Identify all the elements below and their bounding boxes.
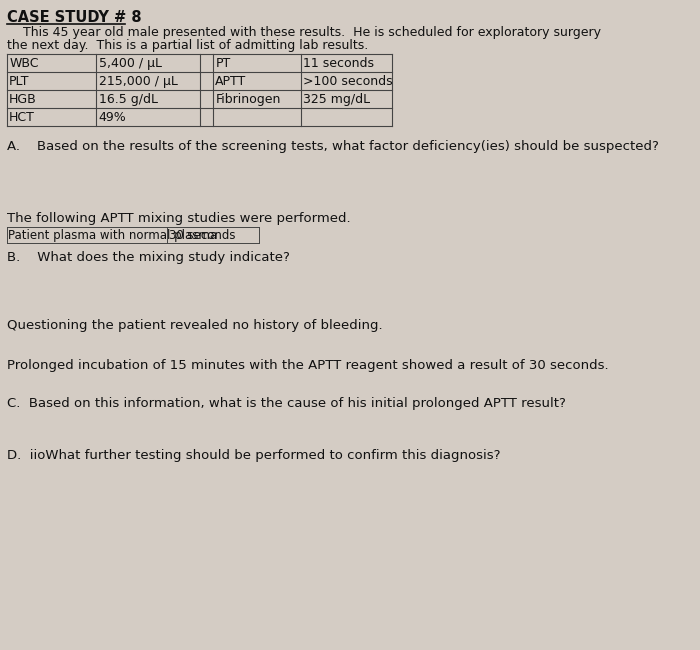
Text: WBC: WBC [9,57,38,70]
Text: 5,400 / μL: 5,400 / μL [99,57,162,70]
Text: >100 seconds: >100 seconds [303,75,393,88]
Text: the next day.  This is a partial list of admitting lab results.: the next day. This is a partial list of … [7,39,368,52]
Text: The following APTT mixing studies were performed.: The following APTT mixing studies were p… [7,212,350,225]
Text: Fibrinogen: Fibrinogen [216,93,281,106]
Text: B.    What does the mixing study indicate?: B. What does the mixing study indicate? [7,251,290,264]
Text: 16.5 g/dL: 16.5 g/dL [99,93,158,106]
Text: 30 seconds: 30 seconds [169,229,236,242]
Text: This 45 year old male presented with these results.  He is scheduled for explora: This 45 year old male presented with the… [7,26,601,39]
Text: C.  Based on this information, what is the cause of his initial prolonged APTT r: C. Based on this information, what is th… [7,397,566,410]
Text: HGB: HGB [9,93,37,106]
Text: APTT: APTT [216,75,246,88]
Text: Prolonged incubation of 15 minutes with the APTT reagent showed a result of 30 s: Prolonged incubation of 15 minutes with … [7,359,608,372]
Text: CASE STUDY # 8: CASE STUDY # 8 [7,10,141,25]
Text: 325 mg/dL: 325 mg/dL [303,93,370,106]
Text: HCT: HCT [9,111,35,124]
Text: Questioning the patient revealed no history of bleeding.: Questioning the patient revealed no hist… [7,319,382,332]
Text: 49%: 49% [99,111,126,124]
Text: Patient plasma with normal plasma: Patient plasma with normal plasma [8,229,218,242]
Text: PLT: PLT [9,75,29,88]
Text: D.  iioWhat further testing should be performed to confirm this diagnosis?: D. iioWhat further testing should be per… [7,449,500,462]
Text: A.    Based on the results of the screening tests, what factor deficiency(ies) s: A. Based on the results of the screening… [7,140,659,153]
Text: 215,000 / μL: 215,000 / μL [99,75,177,88]
Text: 11 seconds: 11 seconds [303,57,374,70]
Text: PT: PT [216,57,231,70]
